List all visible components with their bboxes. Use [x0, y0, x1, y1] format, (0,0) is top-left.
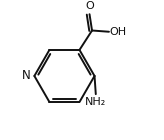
Text: O: O [85, 1, 94, 11]
Text: N: N [22, 69, 31, 82]
Text: NH₂: NH₂ [85, 97, 106, 107]
Text: OH: OH [109, 27, 127, 37]
